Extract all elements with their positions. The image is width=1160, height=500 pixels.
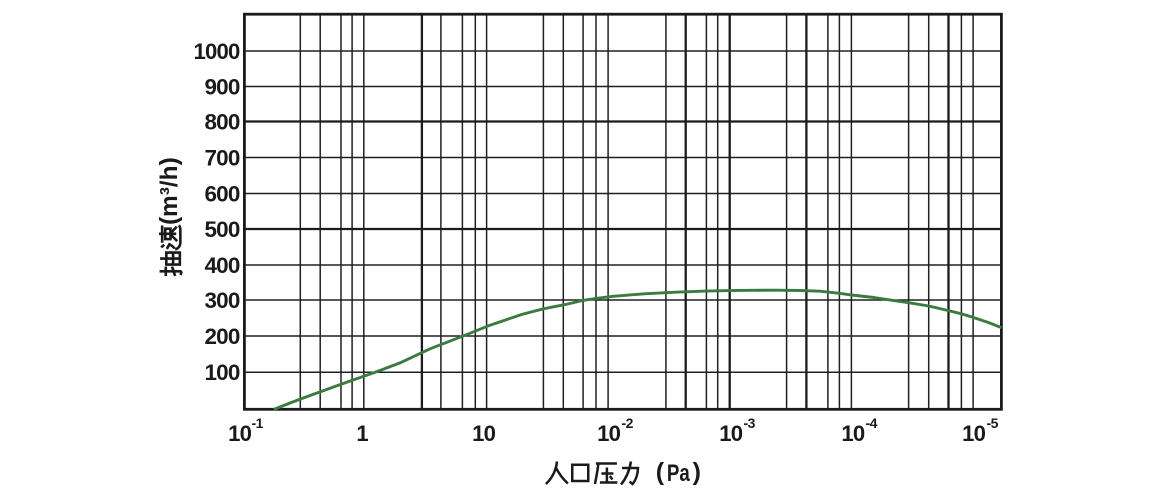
svg-text:-5: -5 bbox=[987, 415, 999, 431]
svg-text:-2: -2 bbox=[622, 415, 634, 431]
svg-text:10: 10 bbox=[228, 421, 252, 446]
svg-text:200: 200 bbox=[205, 324, 241, 349]
svg-text:700: 700 bbox=[205, 145, 241, 170]
svg-text:10: 10 bbox=[719, 421, 743, 446]
svg-text:): ) bbox=[693, 458, 701, 486]
svg-text:m³/h: m³/h bbox=[156, 166, 183, 218]
svg-text:(: ( bbox=[656, 458, 665, 486]
svg-text:): ) bbox=[155, 157, 183, 165]
svg-text:600: 600 bbox=[205, 181, 241, 206]
svg-text:10: 10 bbox=[472, 421, 496, 446]
svg-text:Pa: Pa bbox=[667, 460, 690, 487]
svg-text:-1: -1 bbox=[252, 415, 264, 431]
svg-text:1: 1 bbox=[356, 421, 368, 446]
svg-text:10: 10 bbox=[841, 421, 865, 446]
svg-text:10: 10 bbox=[597, 421, 621, 446]
svg-text:10: 10 bbox=[962, 421, 986, 446]
svg-text:-4: -4 bbox=[866, 415, 878, 431]
svg-text:(: ( bbox=[155, 216, 183, 225]
svg-text:300: 300 bbox=[205, 288, 241, 313]
svg-text:1000: 1000 bbox=[194, 39, 241, 64]
svg-text:-3: -3 bbox=[744, 415, 756, 431]
svg-text:100: 100 bbox=[205, 360, 241, 385]
svg-text:500: 500 bbox=[205, 217, 241, 242]
svg-text:400: 400 bbox=[205, 253, 241, 278]
svg-text:800: 800 bbox=[205, 109, 241, 134]
svg-text:900: 900 bbox=[205, 74, 241, 99]
